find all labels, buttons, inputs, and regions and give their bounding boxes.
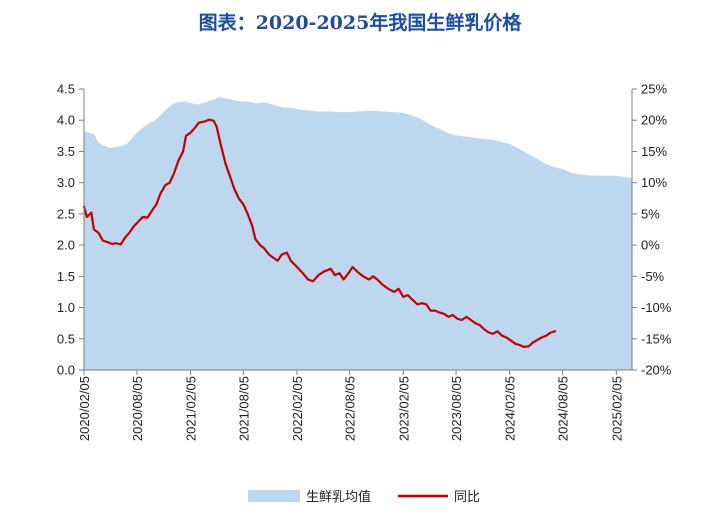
y-left-tick-label: 0.5 (57, 331, 75, 346)
x-tick-label: 2023/08/05 (449, 376, 464, 441)
x-tick-label: 2024/08/05 (556, 376, 571, 441)
y-left-tick-label: 4.0 (57, 113, 75, 128)
y-right-tick-label: 20% (641, 113, 667, 128)
legend-label-milk-price: 生鲜乳均值 (306, 489, 371, 505)
legend: 生鲜乳均值 同比 (248, 489, 480, 505)
y-left-tick-label: 2.5 (57, 206, 75, 221)
y-right-tick-label: 25% (641, 82, 667, 97)
y-right-tick-label: -20% (641, 363, 672, 378)
y-right-tick-label: 10% (641, 175, 667, 190)
x-tick-label: 2021/08/05 (236, 376, 251, 441)
y-right-tick-label: -15% (641, 331, 672, 346)
legend-label-yoy: 同比 (454, 490, 480, 505)
axes: 0.0 0.5 1.0 1.5 2.0 2.5 3.0 3.5 4.0 4.5 -20% -15% -1… (57, 82, 672, 442)
x-tick-label: 2022/08/05 (343, 376, 358, 441)
y-right-tick-label: -5% (641, 269, 665, 284)
y-left-tick-label: 4.5 (57, 82, 75, 97)
y-left-tick-label: 3.5 (57, 144, 75, 159)
x-tick-label: 2023/02/05 (396, 376, 411, 441)
x-tick-label: 2025/02/05 (609, 376, 624, 441)
x-tick-label: 2021/02/05 (184, 376, 199, 441)
y-left-tick-label: 1.5 (57, 269, 75, 284)
y-left-tick-label: 3.0 (57, 175, 75, 190)
x-tick-label: 2020/02/05 (77, 376, 92, 441)
x-tick-label: 2020/08/05 (130, 376, 145, 441)
plot-area (82, 97, 632, 370)
y-right-tick-label: 5% (641, 206, 660, 221)
y-right-tick-label: 15% (641, 144, 667, 159)
x-tick-label: 2024/02/05 (503, 376, 518, 441)
y-right-tick-label: -10% (641, 300, 672, 315)
series-line-yoy (82, 118, 557, 348)
y-left-tick-label: 2.0 (57, 238, 75, 253)
series-area-milk-price (84, 97, 632, 370)
y-left-tick-label: 0.0 (57, 363, 75, 378)
chart-title: 图表：2020-2025年我国生鲜乳价格 (198, 12, 522, 34)
y-left-tick-label: 1.0 (57, 300, 75, 315)
x-tick-label: 2022/02/05 (290, 376, 305, 441)
y-right-tick-label: 0% (641, 238, 660, 253)
legend-swatch-milk-price (248, 490, 300, 502)
